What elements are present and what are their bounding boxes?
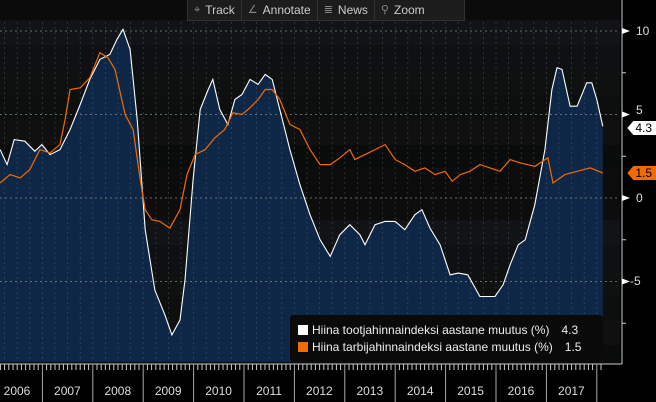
news-icon: ≣ — [323, 4, 333, 16]
cpi-line — [0, 51, 604, 229]
y-tick-marker — [622, 111, 630, 118]
y-tick-label: 0 — [636, 191, 643, 205]
x-tick-label: 2010 — [205, 384, 232, 398]
magnifier-icon: ⚲ — [380, 4, 389, 16]
legend-swatch — [298, 324, 308, 335]
y-tick-marker — [622, 278, 630, 285]
x-tick-label: 2016 — [507, 384, 535, 398]
y-tick-label: -5 — [630, 274, 641, 288]
legend-item-ppi[interactable]: Hiina tootjahinnaindeksi aastane muutus … — [298, 321, 595, 338]
legend-item-cpi[interactable]: Hiina tarbijahinnaindeksi aastane muutus… — [298, 338, 595, 355]
legend-swatch — [298, 341, 308, 352]
legend[interactable]: Hiina tootjahinnaindeksi aastane muutus … — [290, 315, 603, 362]
x-tick-label: 2014 — [406, 384, 434, 398]
background-band — [0, 20, 620, 45]
x-tick-label: 2008 — [104, 384, 132, 398]
x-tick-label: 2009 — [154, 384, 182, 398]
news-button[interactable]: ≣ News — [318, 0, 375, 20]
y-axis-panel — [620, 0, 656, 364]
zoom-button[interactable]: ⚲ Zoom — [380, 3, 425, 17]
annotate-button[interactable]: ∠ Annotate — [242, 0, 318, 20]
x-tick-label: 2006 — [3, 384, 31, 398]
y-tick-label: 5 — [636, 103, 643, 117]
y-tick-marker — [622, 195, 630, 201]
x-tick-label: 2015 — [457, 384, 484, 398]
pencil-icon: ∠ — [247, 4, 258, 16]
crosshair-icon: ⌖ — [194, 4, 201, 16]
y-tick-marker — [622, 28, 630, 34]
x-tick-label: 2007 — [54, 384, 81, 398]
x-tick-label: 2013 — [356, 384, 384, 398]
cpi-last-value-tag: 1.5 — [627, 166, 656, 180]
ppi-last-value-tag: 4.3 — [627, 121, 656, 135]
x-tick-label: 2017 — [558, 384, 585, 398]
y-tick-label: 10 — [636, 24, 650, 38]
x-tick-label: 2011 — [256, 384, 282, 398]
chart-toolbar: ⌖ Track ∠ Annotate ≣ News ⚲ Zoom — [187, 0, 465, 21]
x-tick-label: 2012 — [306, 384, 333, 398]
track-button[interactable]: ⌖ Track — [188, 0, 242, 20]
ppi-area — [0, 29, 603, 362]
